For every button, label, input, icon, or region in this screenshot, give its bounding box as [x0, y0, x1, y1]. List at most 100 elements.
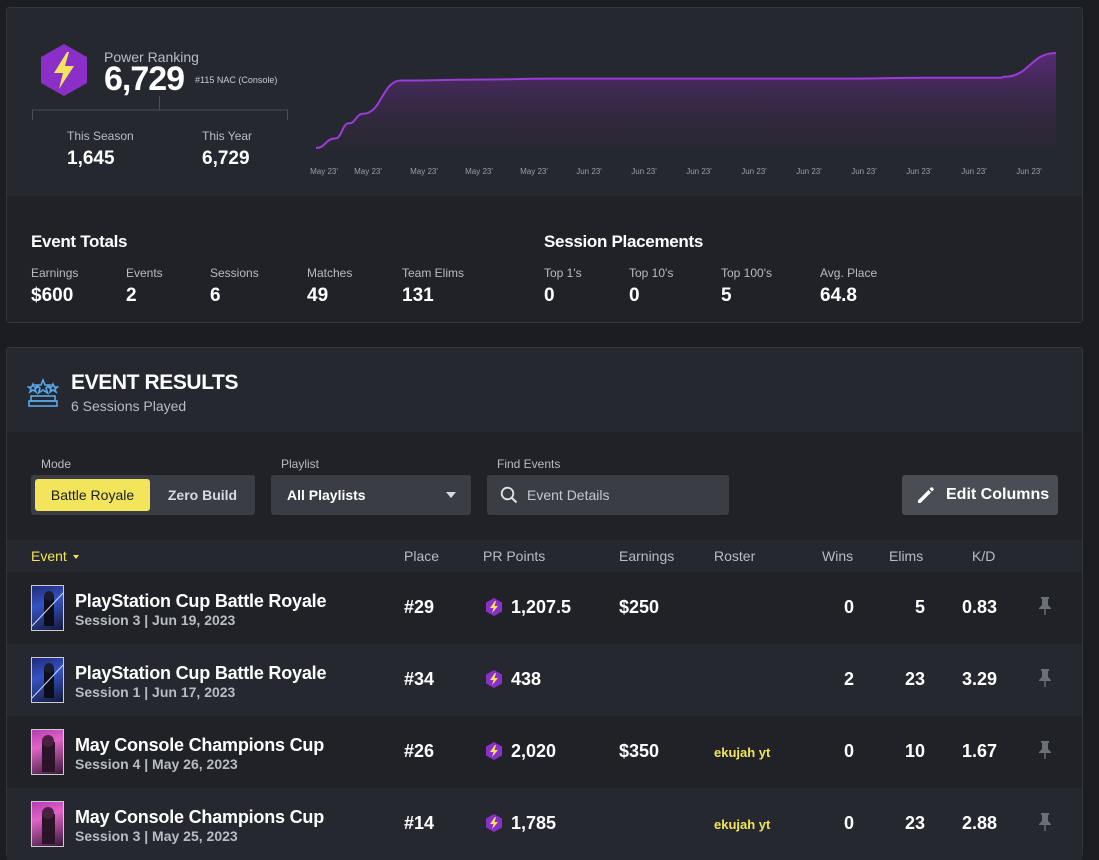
pin-icon[interactable] [1038, 596, 1052, 616]
cell-elims: 23 [904, 813, 925, 833]
totals-earnings-label: Earnings [31, 266, 79, 280]
cell-elims: 10 [904, 741, 925, 761]
cell-elims: 5 [914, 597, 925, 617]
column-header-place[interactable]: Place [404, 548, 440, 564]
this-season-label: This Season [67, 129, 134, 143]
event-thumbnail [31, 801, 64, 847]
cell-earnings: $350 [619, 741, 660, 761]
totals-sessions: Sessions 6 [210, 266, 259, 307]
event-results-title: EVENT RESULTS [71, 371, 239, 394]
event-session: Session 3 | Jun 19, 2023 [75, 612, 236, 628]
totals-matches-label: Matches [307, 266, 353, 280]
cell-pr-points: 1,785 [511, 813, 557, 833]
column-header-kd[interactable]: K/D [972, 548, 996, 564]
chart-area-fill [316, 53, 1056, 148]
placements-top1-value: 0 [544, 285, 555, 306]
table-row[interactable]: PlayStation Cup Battle Royale Session 1 … [7, 644, 1082, 716]
power-ranking-value: 6,729 [104, 60, 185, 98]
placements-top100-value: 5 [721, 285, 732, 306]
table-row[interactable]: May Console Champions Cup Session 4 | Ma… [7, 716, 1082, 788]
mode-battle-royale-button[interactable]: Battle Royale [35, 479, 150, 511]
find-events-label: Find Events [497, 457, 561, 471]
cell-roster[interactable]: ekujah yt [714, 817, 771, 832]
edit-columns-button[interactable]: Edit Columns [902, 475, 1058, 515]
event-name[interactable]: May Console Champions Cup [75, 807, 325, 827]
chart-x-tick-label: Jun 23' [796, 167, 822, 176]
column-header-wins[interactable]: Wins [822, 548, 854, 564]
cell-pr-points: 1,207.5 [511, 597, 572, 617]
event-thumbnail [31, 729, 64, 775]
table-header: Event Place PR Points Earnings Roster Wi… [7, 540, 1082, 572]
table-row[interactable]: PlayStation Cup Battle Royale Session 3 … [7, 572, 1082, 644]
character-image [42, 807, 55, 844]
chart-x-tick-label: Jun 23' [686, 167, 712, 176]
placements-top100: Top 100's 5 [721, 266, 772, 307]
cell-kd: 3.29 [961, 669, 997, 689]
chart-x-tick-label: Jun 23' [906, 167, 932, 176]
totals-team-elims-label: Team Elims [402, 266, 465, 280]
this-season-value: 1,645 [67, 148, 115, 169]
event-session: Session 1 | Jun 17, 2023 [75, 684, 236, 700]
trophy-stars-icon [27, 378, 59, 407]
totals-sessions-label: Sessions [210, 266, 259, 280]
sort-down-icon [72, 555, 79, 560]
placements-top1-label: Top 1's [544, 266, 582, 280]
event-thumbnail [31, 657, 64, 703]
cell-wins: 0 [843, 597, 854, 617]
chart-x-tick-label: Jun 23' [1016, 167, 1042, 176]
pr-bolt-icon [486, 598, 502, 616]
pr-bolt-icon [486, 670, 502, 688]
table-row[interactable]: May Console Champions Cup Session 3 | Ma… [7, 788, 1082, 860]
chart-x-tick-label: May 23' [410, 167, 438, 176]
find-events-input[interactable] [527, 475, 717, 515]
cell-roster[interactable]: ekujah yt [714, 745, 771, 760]
character-image [42, 735, 55, 772]
cell-place: #14 [404, 813, 435, 833]
column-header-event[interactable]: Event [31, 548, 79, 564]
column-header-elims[interactable]: Elims [889, 548, 924, 564]
totals-matches: Matches 49 [307, 266, 352, 307]
cell-earnings: $250 [619, 597, 660, 617]
placements-avg-place-value: 64.8 [820, 285, 857, 306]
search-icon [500, 486, 518, 504]
event-name[interactable]: May Console Champions Cup [75, 735, 325, 755]
column-header-pr-points[interactable]: PR Points [483, 548, 546, 564]
pin-icon[interactable] [1038, 812, 1052, 832]
character-image [32, 663, 63, 699]
event-session: Session 4 | May 26, 2023 [75, 756, 238, 772]
playlist-select[interactable]: All Playlists [271, 475, 471, 515]
chevron-down-icon [446, 492, 456, 498]
totals-team-elims-value: 131 [402, 285, 434, 306]
cell-kd: 0.83 [961, 597, 997, 617]
pencil-icon [918, 487, 934, 503]
cell-place: #29 [404, 597, 435, 617]
playlist-label: Playlist [281, 457, 320, 471]
power-ranking-section: Power Ranking 6,729 #115 NAC (Console) T… [7, 8, 1082, 196]
totals-matches-value: 49 [307, 285, 329, 306]
placements-avg-place: Avg. Place 64.8 [820, 266, 877, 307]
mode-zero-build-button[interactable]: Zero Build [167, 487, 238, 503]
this-year-label: This Year [202, 129, 253, 143]
column-header-earnings[interactable]: Earnings [619, 548, 675, 564]
event-results-subtitle: 6 Sessions Played [71, 398, 187, 414]
character-image [32, 591, 63, 627]
chart-x-tick-label: Jun 23' [741, 167, 767, 176]
event-name[interactable]: PlayStation Cup Battle Royale [75, 591, 327, 611]
column-header-roster[interactable]: Roster [714, 548, 756, 564]
mode-label: Mode [41, 457, 72, 471]
totals-events-label: Events [126, 266, 163, 280]
totals-events-value: 2 [126, 285, 137, 306]
totals-sessions-value: 6 [210, 285, 221, 306]
cell-wins: 0 [843, 813, 854, 833]
chart-x-tick-label: May 23' [465, 167, 493, 176]
cell-kd: 2.88 [961, 813, 997, 833]
totals-team-elims: Team Elims 131 [402, 266, 464, 307]
pin-icon[interactable] [1038, 668, 1052, 688]
find-events-search[interactable] [487, 475, 729, 515]
pin-icon[interactable] [1038, 740, 1052, 760]
event-thumbnail [31, 585, 64, 631]
event-name[interactable]: PlayStation Cup Battle Royale [75, 663, 327, 683]
totals-earnings-value: $600 [31, 285, 74, 306]
totals-section: Event Totals Earnings $600 Events 2 Sess… [7, 196, 1082, 322]
power-ranking-rank: #115 NAC (Console) [195, 75, 278, 85]
